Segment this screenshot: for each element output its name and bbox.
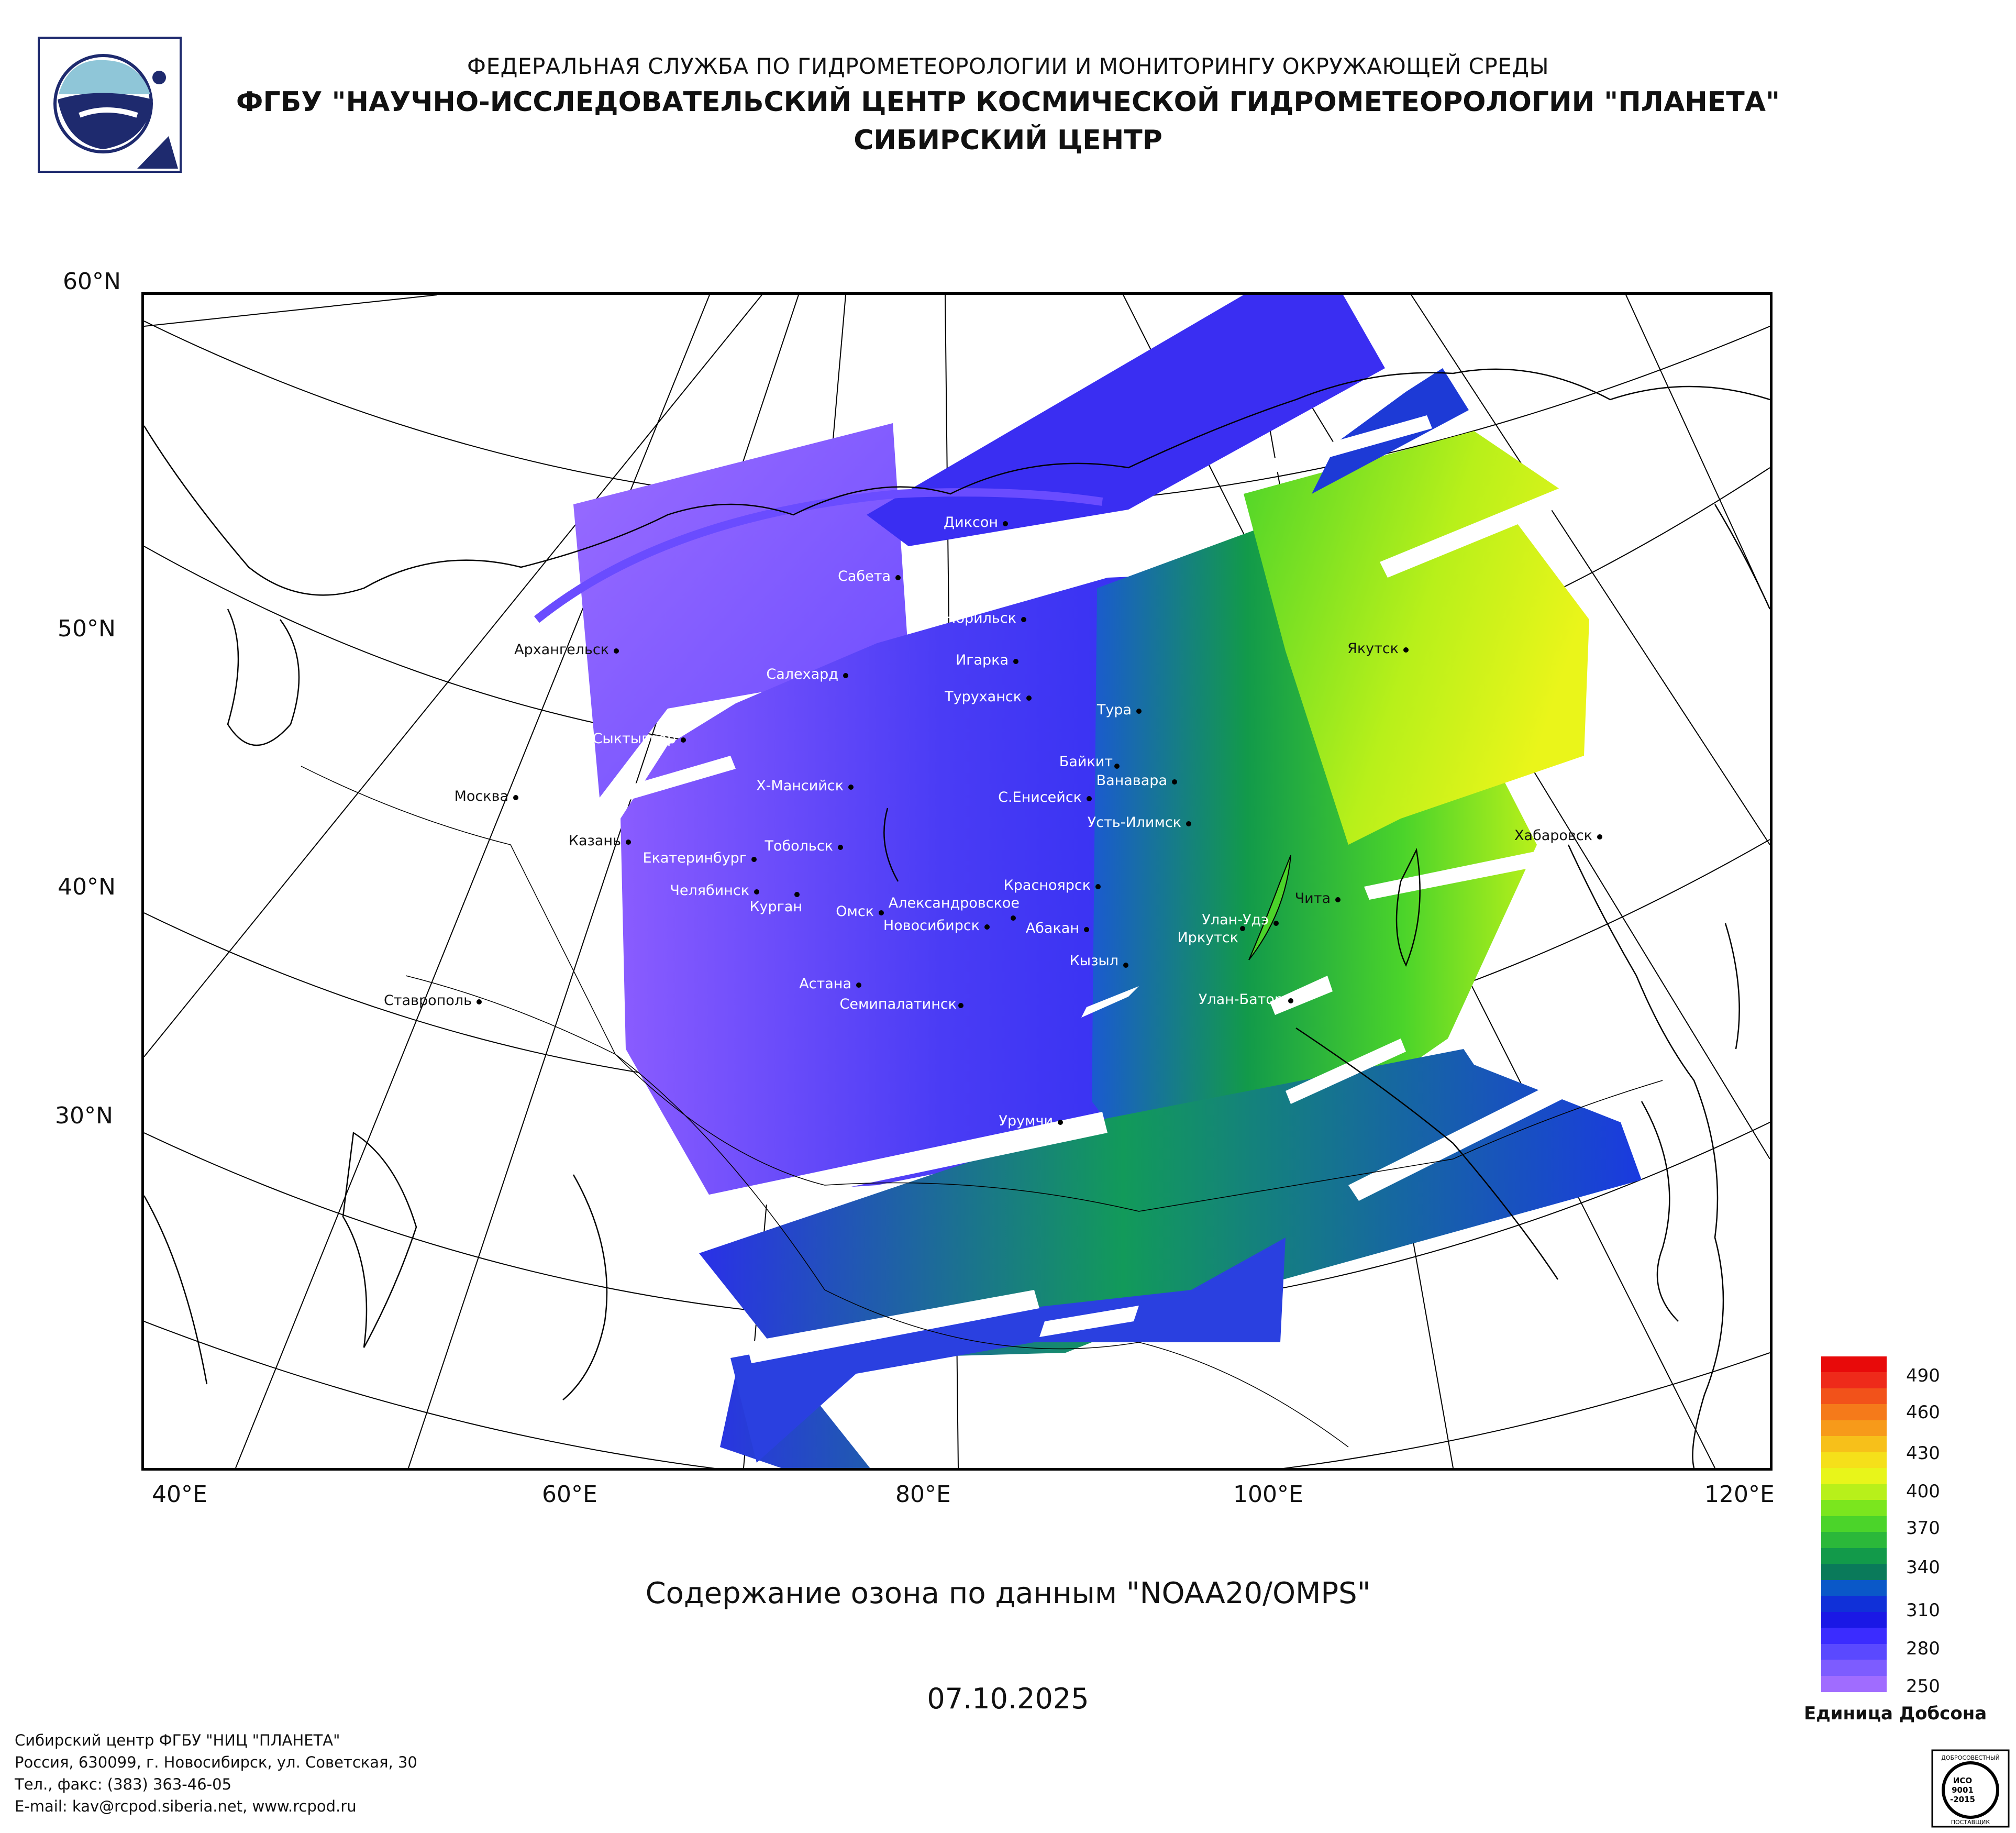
legend-swatch (1821, 1675, 1887, 1692)
legend-tick: 370 (1906, 1518, 1940, 1539)
legend-swatch (1821, 1611, 1887, 1629)
cert-year: -2015 (1950, 1795, 1975, 1804)
coastlines (144, 368, 1770, 1468)
center-title: СИБИРСКИЙ ЦЕНТР (854, 125, 1162, 156)
legend-swatch (1821, 1420, 1887, 1437)
legend-swatch (1821, 1628, 1887, 1644)
lat-label-30: 30°N (55, 1102, 113, 1129)
legend-swatch (1821, 1404, 1887, 1421)
legend-swatch (1821, 1643, 1887, 1661)
lat-label-50: 50°N (58, 615, 116, 642)
planeta-logo (38, 37, 182, 173)
legend-swatch (1821, 1388, 1887, 1405)
ozone-map: Диксон Сабета Норильск Игарка Салехард Т… (141, 292, 1773, 1471)
legend-unit: Единица Добсона (1804, 1703, 1987, 1724)
lon-label-60: 60°E (542, 1481, 597, 1508)
legend-swatch (1821, 1580, 1887, 1597)
legend-swatch (1821, 1484, 1887, 1501)
map-caption: Содержание озона по данным "NOAA20/OMPS" (645, 1576, 1371, 1610)
agency-title: ФЕДЕРАЛЬНАЯ СЛУЖБА ПО ГИДРОМЕТЕОРОЛОГИИ … (467, 53, 1549, 79)
footer-address: Россия, 630099, г. Новосибирск, ул. Сове… (15, 1753, 417, 1771)
cert-top: ДОБРОСОВЕСТНЫЙ (1941, 1754, 2000, 1761)
legend-tick: 430 (1906, 1443, 1940, 1464)
borders (301, 766, 1663, 1448)
legend-swatch (1821, 1660, 1887, 1676)
legend-swatch (1821, 1468, 1887, 1485)
lat-label-40: 40°N (58, 874, 116, 900)
legend-tick: 250 (1906, 1676, 1940, 1697)
legend-tick: 310 (1906, 1600, 1940, 1621)
iso-certificate-badge: ДОБРОСОВЕСТНЫЙ ИСО 9001 -2015 ПОСТАВЩИК (1931, 1749, 2010, 1828)
legend-swatch (1821, 1500, 1887, 1517)
legend-swatch (1821, 1564, 1887, 1581)
map-date: 07.10.2025 (927, 1682, 1089, 1715)
footer-org: Сибирский центр ФГБУ "НИЦ "ПЛАНЕТА" (15, 1731, 340, 1749)
color-legend (1821, 1356, 1887, 1692)
map-canvas (144, 295, 1770, 1468)
legend-tick: 340 (1906, 1557, 1940, 1578)
cert-mid: ИСО (1953, 1776, 1972, 1785)
legend-swatch (1821, 1452, 1887, 1469)
legend-tick: 400 (1906, 1481, 1940, 1502)
legend-swatch (1821, 1356, 1887, 1373)
ozone-swaths (534, 295, 1642, 1468)
baikal-lake (1248, 855, 1291, 960)
legend-tick: 490 (1906, 1365, 1940, 1386)
legend-swatch (1821, 1516, 1887, 1533)
lon-label-120: 120°E (1704, 1481, 1775, 1508)
cert-code: 9001 (1952, 1785, 1974, 1795)
lat-label-60: 60°N (63, 268, 121, 295)
legend-tick: 280 (1906, 1638, 1940, 1659)
lon-label-80: 80°E (895, 1481, 951, 1508)
legend-swatch (1821, 1436, 1887, 1453)
legend-tick: 460 (1906, 1402, 1940, 1423)
footer-phone: Тел., факс: (383) 363-46-05 (15, 1775, 232, 1793)
contact-footer: Сибирский центр ФГБУ "НИЦ "ПЛАНЕТА" Росс… (15, 1729, 417, 1817)
cert-bottom: ПОСТАВЩИК (1951, 1819, 1990, 1826)
footer-email: E-mail: kav@rcpod.siberia.net, www.rcpod… (15, 1797, 357, 1815)
institute-title: ФГБУ "НАУЧНО-ИССЛЕДОВАТЕЛЬСКИЙ ЦЕНТР КОС… (236, 86, 1780, 118)
legend-swatch (1821, 1532, 1887, 1549)
legend-swatch (1821, 1548, 1887, 1565)
legend-swatch (1821, 1596, 1887, 1613)
lon-label-40: 40°E (152, 1481, 207, 1508)
legend-swatch (1821, 1372, 1887, 1389)
lon-label-100: 100°E (1233, 1481, 1303, 1508)
